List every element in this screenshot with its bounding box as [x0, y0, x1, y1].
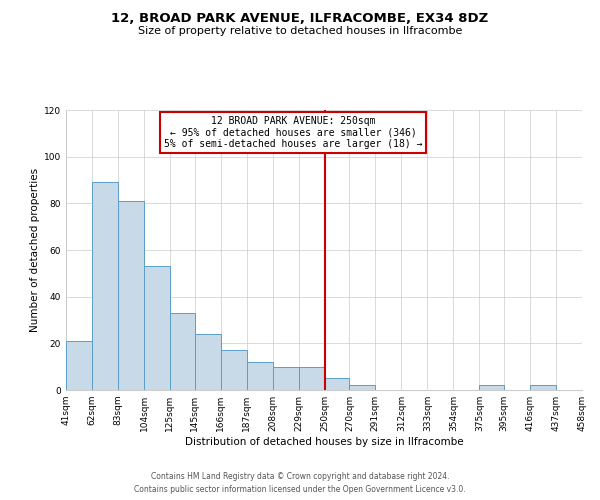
Text: Contains HM Land Registry data © Crown copyright and database right 2024.
Contai: Contains HM Land Registry data © Crown c… — [134, 472, 466, 494]
Bar — [272, 366, 299, 390]
Bar — [66, 341, 92, 390]
Bar — [144, 266, 170, 390]
Y-axis label: Number of detached properties: Number of detached properties — [30, 168, 40, 332]
Bar — [194, 334, 221, 390]
Bar — [299, 366, 325, 390]
Bar — [530, 386, 556, 390]
Text: 12, BROAD PARK AVENUE, ILFRACOMBE, EX34 8DZ: 12, BROAD PARK AVENUE, ILFRACOMBE, EX34 … — [112, 12, 488, 26]
Bar — [170, 313, 194, 390]
Text: Size of property relative to detached houses in Ilfracombe: Size of property relative to detached ho… — [138, 26, 462, 36]
Bar — [479, 386, 504, 390]
X-axis label: Distribution of detached houses by size in Ilfracombe: Distribution of detached houses by size … — [185, 437, 463, 447]
Bar — [325, 378, 349, 390]
Bar — [118, 201, 144, 390]
Bar — [221, 350, 247, 390]
Bar — [247, 362, 272, 390]
Bar — [92, 182, 118, 390]
Text: 12 BROAD PARK AVENUE: 250sqm
← 95% of detached houses are smaller (346)
5% of se: 12 BROAD PARK AVENUE: 250sqm ← 95% of de… — [164, 116, 422, 149]
Bar — [349, 386, 376, 390]
